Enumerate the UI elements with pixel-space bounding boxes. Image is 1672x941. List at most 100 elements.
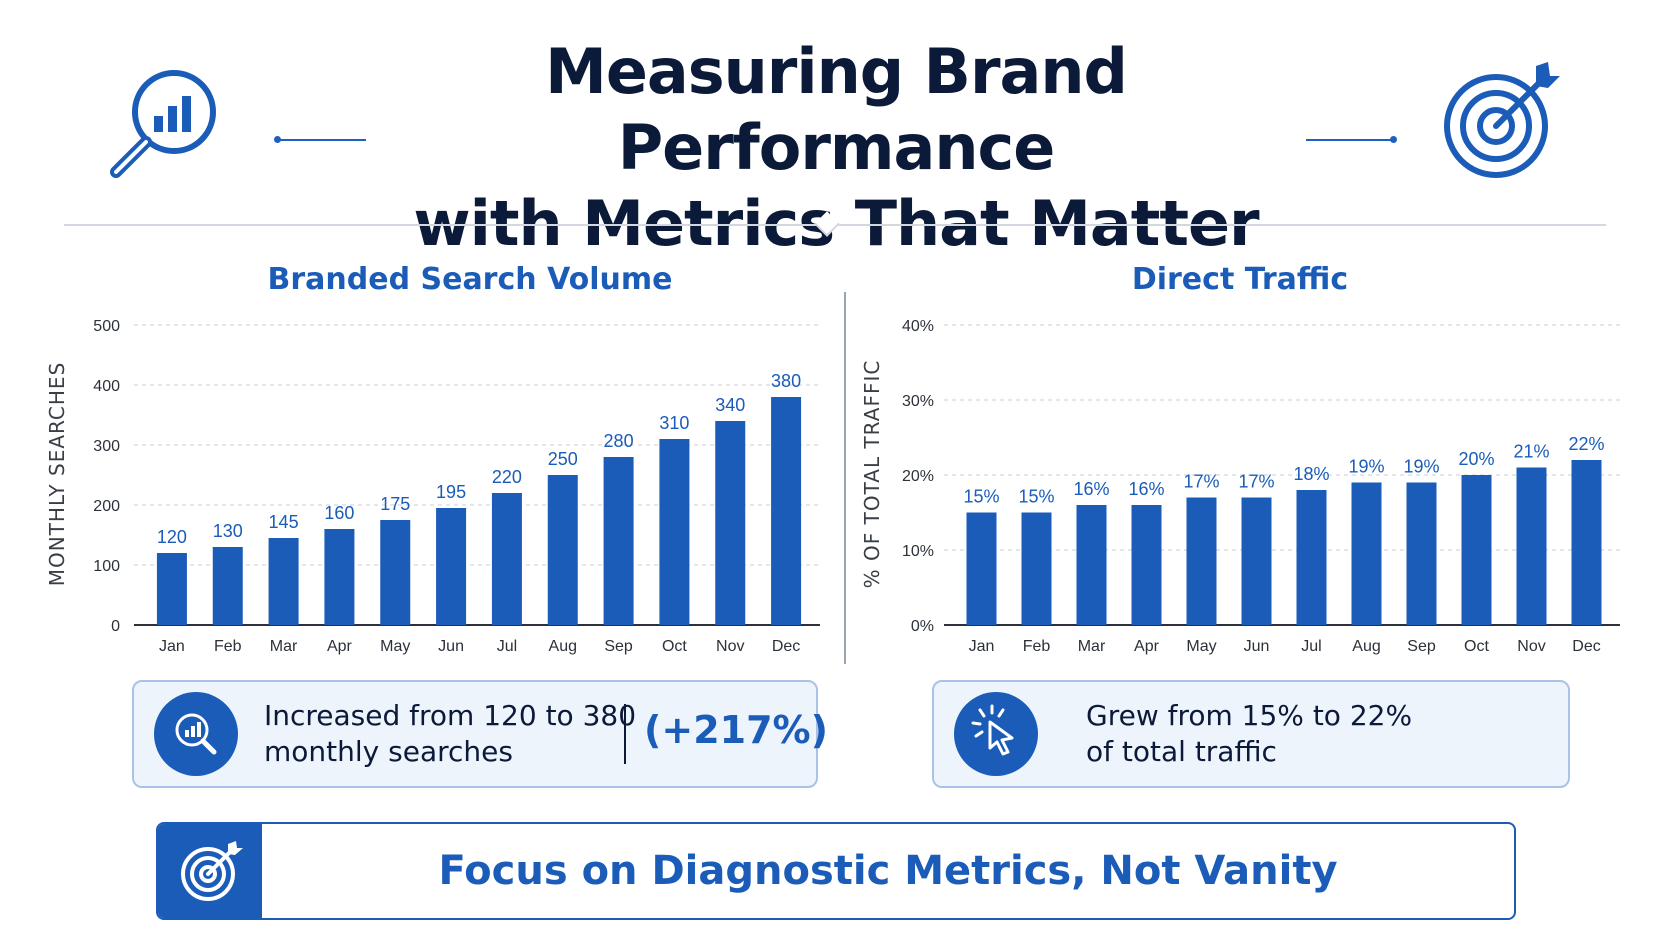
bar [1241, 497, 1272, 625]
summary-highlight: (+217%) [644, 708, 828, 752]
x-tick-label: Feb [214, 638, 242, 655]
data-label: 280 [604, 431, 634, 451]
bar [491, 493, 522, 625]
data-label: 21% [1513, 442, 1549, 462]
x-tick-label: Nov [1517, 638, 1545, 655]
data-label: 20% [1458, 449, 1494, 469]
bar [380, 520, 411, 625]
summary-line-1: Increased from 120 to 380 [264, 699, 637, 732]
x-tick-label: Oct [1464, 638, 1489, 655]
y-tick-label: 20% [902, 468, 934, 485]
header-left-dot [274, 136, 281, 143]
x-tick-label: Jul [1301, 638, 1321, 655]
x-tick-label: Jan [969, 638, 995, 655]
data-label: 15% [963, 487, 999, 507]
bar [966, 512, 997, 625]
bar [1351, 482, 1382, 625]
data-label: 19% [1348, 457, 1384, 477]
bar [547, 475, 578, 625]
bar [1131, 505, 1162, 625]
data-label: 17% [1238, 472, 1274, 492]
page-title-line-1: Measuring Brand Performance [545, 35, 1128, 184]
data-label: 145 [269, 512, 299, 532]
x-tick-label: Apr [327, 638, 353, 655]
bar [771, 397, 802, 625]
y-tick-label: 30% [902, 393, 934, 410]
x-tick-label: Feb [1023, 638, 1051, 655]
header-right-dot [1390, 136, 1397, 143]
summary-line-2: monthly searches [264, 735, 513, 768]
x-tick-label: Jun [1244, 638, 1270, 655]
x-tick-label: May [380, 638, 410, 655]
summary-separator [624, 704, 626, 764]
data-label: 16% [1073, 479, 1109, 499]
data-label: 22% [1568, 434, 1604, 454]
header-left-line [280, 139, 366, 141]
bar [1021, 512, 1052, 625]
bar [1516, 467, 1547, 625]
cursor-click-icon [954, 692, 1038, 776]
data-label: 380 [771, 371, 801, 391]
data-label: 195 [436, 482, 466, 502]
x-tick-label: Jul [497, 638, 517, 655]
y-tick-label: 100 [93, 558, 120, 575]
summary-line-2: of total traffic [1086, 735, 1277, 768]
footer-text: Focus on Diagnostic Metrics, Not Vanity [438, 848, 1338, 894]
x-tick-label: Jun [438, 638, 464, 655]
y-tick-label: 10% [902, 543, 934, 560]
x-tick-label: Sep [604, 638, 633, 655]
header-right-line [1306, 139, 1392, 141]
data-label: 17% [1183, 472, 1219, 492]
y-tick-label: 300 [93, 438, 120, 455]
bar-chart-direct-traffic: 0% 10% 20% 30% 40% 15% Jan 15% Feb 16% Mar 16% Apr 17… [902, 318, 1620, 655]
bar [268, 538, 299, 625]
y-tick-label: 400 [93, 378, 120, 395]
footer-banner: Focus on Diagnostic Metrics, Not Vanity [156, 822, 1516, 920]
data-label: 220 [492, 467, 522, 487]
bar [436, 508, 467, 625]
bar-chart-branded-search: 0 100 200 300 400 500 120 Jan 130 Feb 145 Mar 160 Apr… [93, 318, 820, 655]
x-tick-label: Aug [549, 638, 577, 655]
bar [1296, 490, 1327, 625]
x-tick-label: Aug [1352, 638, 1380, 655]
footer-icon-box [158, 824, 262, 918]
y-tick-label: 40% [902, 318, 934, 335]
x-tick-label: Dec [1572, 638, 1600, 655]
bar [659, 439, 690, 625]
y-tick-label: 0 [111, 618, 120, 635]
data-label: 15% [1018, 487, 1054, 507]
data-label: 160 [324, 503, 354, 523]
bar [1076, 505, 1107, 625]
target-arrow-icon [1444, 62, 1560, 178]
charts-divider [844, 292, 846, 664]
bar [603, 457, 634, 625]
data-label: 130 [213, 521, 243, 541]
bar [715, 421, 746, 625]
data-label: 18% [1293, 464, 1329, 484]
magnifier-chart-icon [110, 70, 216, 178]
target-arrow-icon [181, 841, 243, 901]
data-label: 310 [659, 413, 689, 433]
summary-card-branded-search: Increased from 120 to 380 monthly search… [132, 680, 828, 788]
data-label: 250 [548, 449, 578, 469]
x-tick-label: Mar [270, 638, 298, 655]
summary-line-1: Grew from 15% to 22% [1086, 699, 1413, 732]
bar [212, 547, 243, 625]
x-tick-label: Dec [772, 638, 800, 655]
bar [324, 529, 355, 625]
x-tick-label: May [1186, 638, 1216, 655]
summary-card-direct-traffic: Grew from 15% to 22% of total traffic [932, 680, 1570, 788]
bar [1406, 482, 1437, 625]
x-tick-label: Jan [159, 638, 185, 655]
x-tick-label: Oct [662, 638, 687, 655]
x-tick-label: Sep [1407, 638, 1436, 655]
data-label: 19% [1403, 457, 1439, 477]
data-label: 175 [380, 494, 410, 514]
magnifier-chart-icon [154, 692, 238, 776]
bar [1461, 475, 1492, 625]
y-tick-label: 0% [911, 618, 934, 635]
chart-title-direct-traffic: Direct Traffic [1131, 262, 1349, 297]
x-tick-label: Nov [716, 638, 744, 655]
data-label: 340 [715, 395, 745, 415]
data-label: 120 [157, 527, 187, 547]
